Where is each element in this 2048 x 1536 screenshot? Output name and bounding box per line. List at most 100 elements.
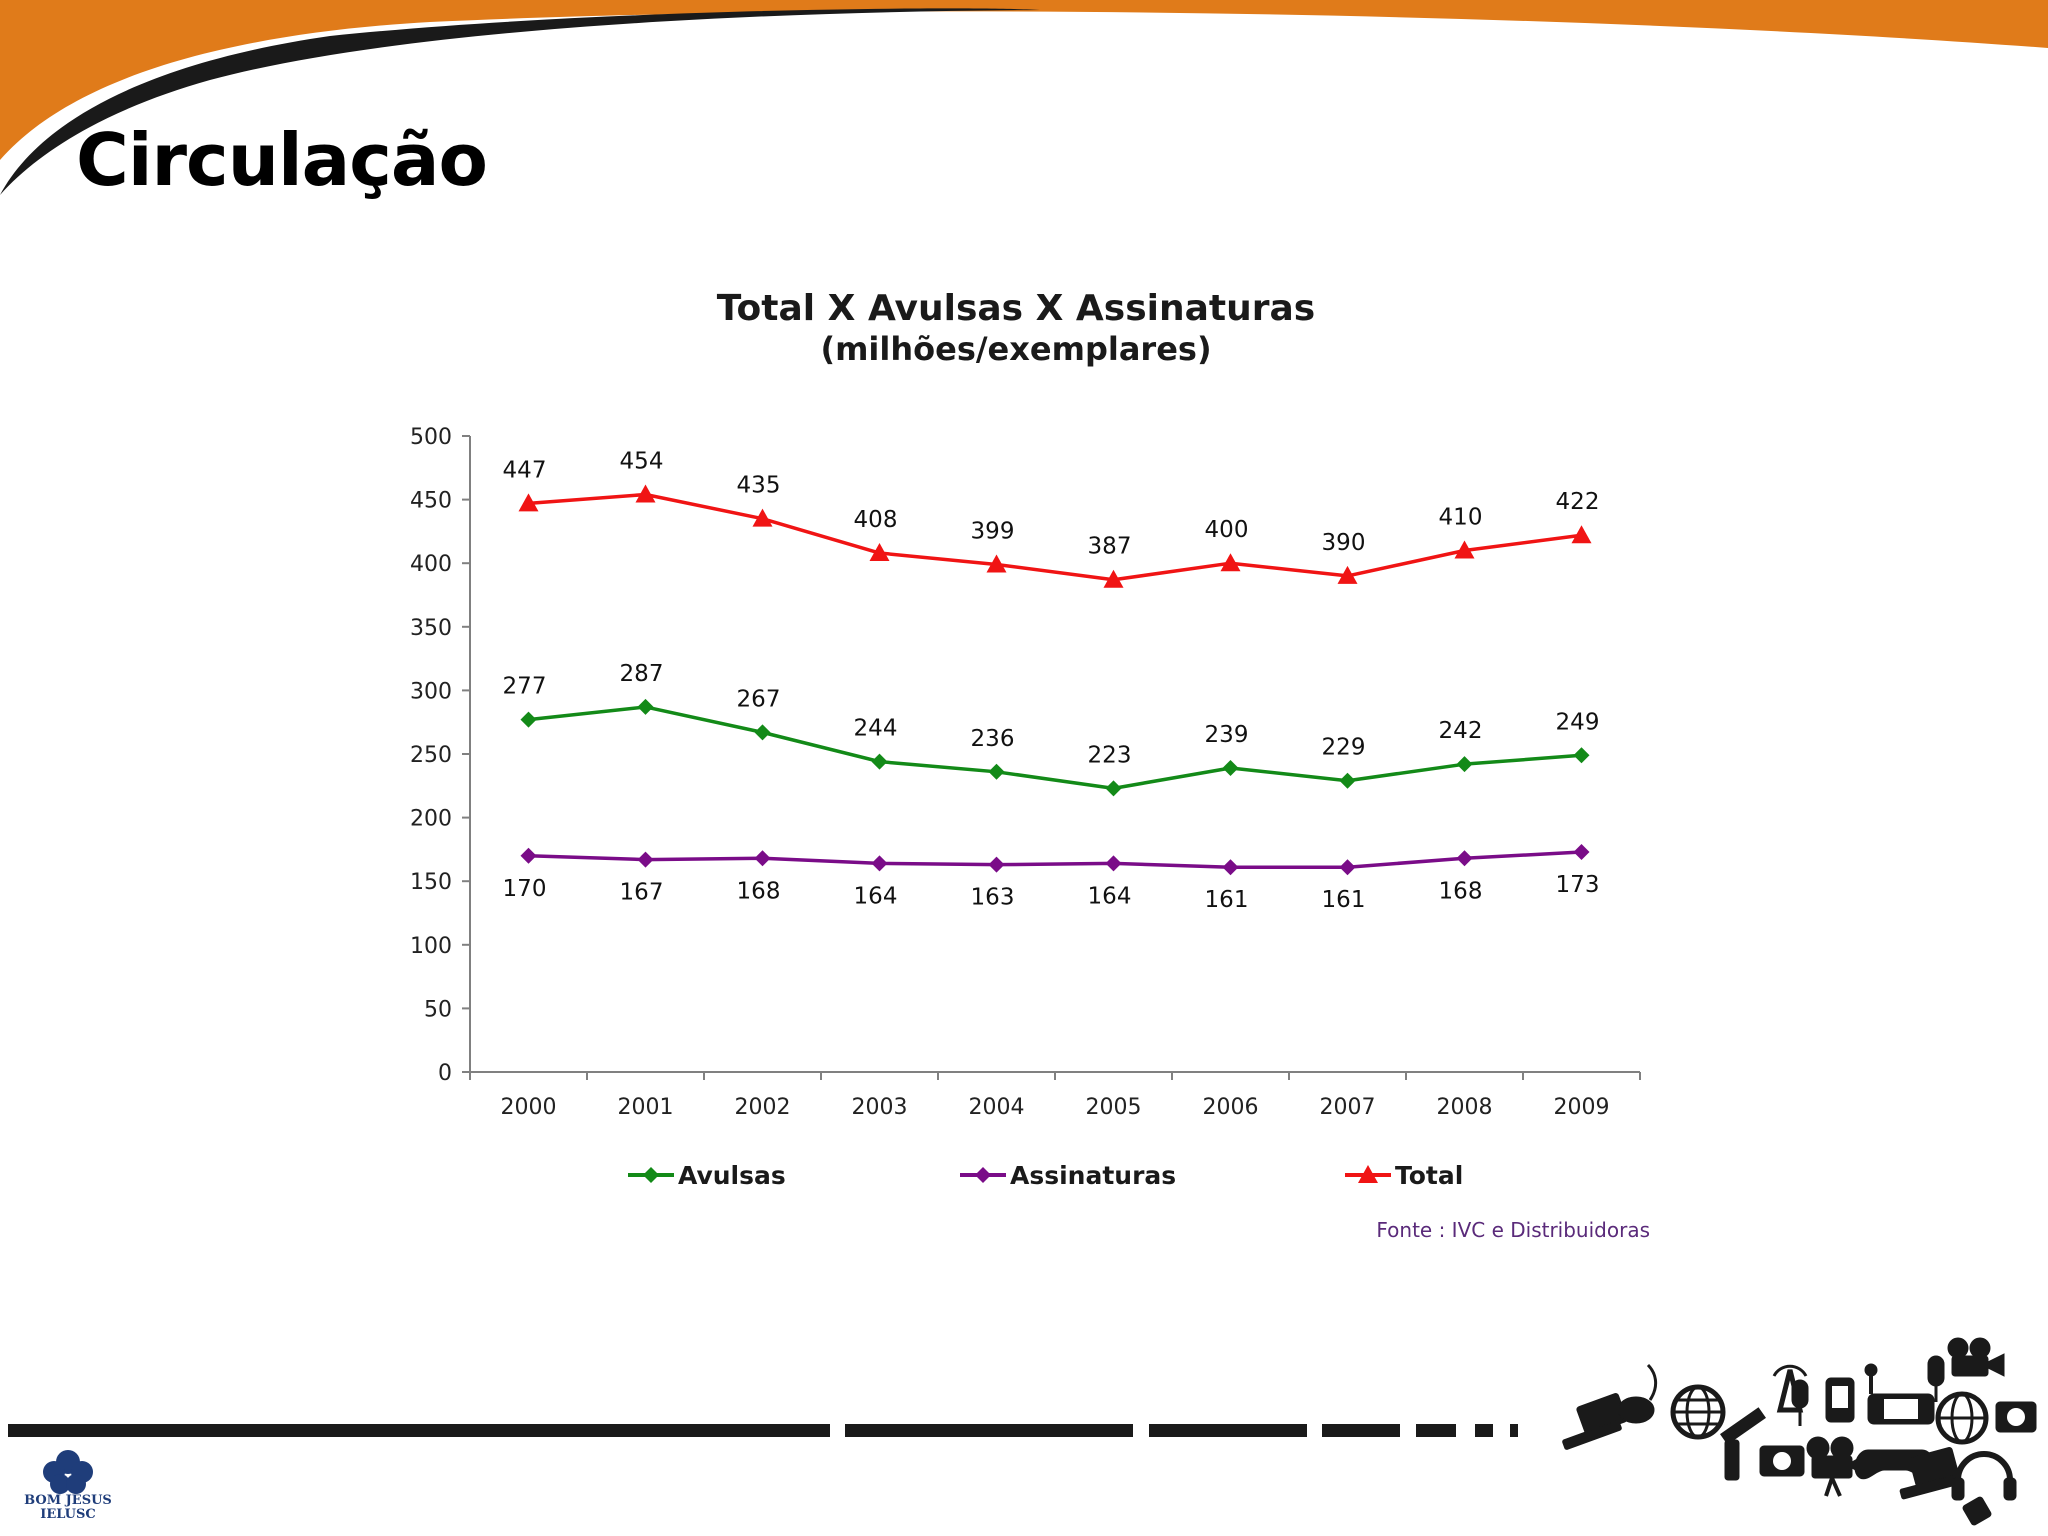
chart-axes: 0 50 100 150 200 250 300 350 400 450 500 2000 2001 20… xyxy=(410,425,1641,1120)
data-point-assinaturas xyxy=(988,856,1005,873)
game-console-icon xyxy=(1864,1363,1935,1425)
data-label-assinaturas: 167 xyxy=(620,880,664,906)
x-tick-label: 2008 xyxy=(1437,1095,1493,1120)
legend-item-total: Total xyxy=(1345,1161,1463,1190)
data-label-total: 408 xyxy=(854,507,898,533)
x-tick-label: 2005 xyxy=(1086,1095,1142,1120)
laptop-icon xyxy=(1562,1393,1628,1450)
data-point-avulsas xyxy=(1105,780,1122,797)
slide-title: Circulação xyxy=(76,118,488,202)
microphone-icon xyxy=(1927,1355,1945,1402)
movie-camera-icon xyxy=(1947,1337,2005,1377)
data-label-total: 447 xyxy=(503,457,547,483)
y-tick-label: 250 xyxy=(410,743,452,768)
camera-icon xyxy=(1759,1445,1805,1477)
data-point-assinaturas xyxy=(1339,859,1356,876)
data-point-assinaturas xyxy=(637,851,654,868)
data-point-total xyxy=(752,508,773,527)
data-point-total xyxy=(635,484,656,503)
header-swoosh-dark xyxy=(0,8,1040,195)
x-tick-label: 2009 xyxy=(1554,1095,1610,1120)
y-tick-label: 300 xyxy=(410,679,452,704)
data-label-assinaturas: 168 xyxy=(1439,878,1483,904)
series-avulsas: 277 287 267 244 236 223 239 229 242 249 xyxy=(503,661,1600,797)
data-label-total: 410 xyxy=(1439,504,1483,530)
y-tick-label: 150 xyxy=(410,870,452,895)
data-label-assinaturas: 161 xyxy=(1322,887,1366,913)
globe-icon xyxy=(1935,1391,1989,1445)
data-point-avulsas xyxy=(1573,747,1590,764)
logo-line1: BOM JESUS xyxy=(24,1493,112,1508)
y-tick-label: 500 xyxy=(410,425,452,450)
data-point-assinaturas xyxy=(520,847,537,864)
y-tick-label: 0 xyxy=(438,1061,452,1086)
chart-subtitle: (milhões/exemplares) xyxy=(820,330,1211,368)
series-total: 447 454 435 408 399 387 400 390 410 422 xyxy=(503,449,1599,588)
data-label-assinaturas: 163 xyxy=(971,885,1015,911)
data-label-total: 390 xyxy=(1322,530,1366,556)
data-label-assinaturas: 164 xyxy=(1088,883,1132,909)
chart-title: Total X Avulsas X Assinaturas xyxy=(717,288,1315,329)
legend-label-total: Total xyxy=(1395,1161,1463,1190)
data-point-total xyxy=(869,543,890,562)
data-point-assinaturas xyxy=(1573,843,1590,860)
data-label-assinaturas: 161 xyxy=(1205,887,1249,913)
data-label-avulsas: 242 xyxy=(1439,718,1483,744)
movie-camera-icon xyxy=(1806,1436,1867,1497)
data-point-avulsas xyxy=(754,724,771,741)
laptop-icon xyxy=(1899,1446,1959,1500)
data-point-avulsas xyxy=(637,698,654,715)
data-point-assinaturas xyxy=(1222,859,1239,876)
data-point-avulsas xyxy=(1456,756,1473,773)
data-point-total xyxy=(518,493,539,512)
x-tick-label: 2007 xyxy=(1320,1095,1376,1120)
y-tick-label: 350 xyxy=(410,616,452,641)
data-label-assinaturas: 164 xyxy=(854,883,898,909)
data-label-avulsas: 236 xyxy=(971,726,1015,752)
data-label-avulsas: 239 xyxy=(1205,722,1249,748)
data-point-total xyxy=(1103,569,1124,588)
globe-icon xyxy=(1670,1384,1726,1440)
data-label-avulsas: 277 xyxy=(503,674,547,700)
data-point-total xyxy=(1220,553,1241,572)
chart-source: Fonte : IVC e Distribuidoras xyxy=(1376,1218,1650,1242)
x-tick-label: 2001 xyxy=(618,1095,674,1120)
bom-jesus-logo: BOM JESUS IELUSC xyxy=(24,1450,112,1522)
y-tick-label: 100 xyxy=(410,934,452,959)
data-point-total xyxy=(1571,525,1592,544)
chart-legend: Avulsas Assinaturas Total xyxy=(628,1161,1463,1190)
x-tick-label: 2006 xyxy=(1203,1095,1259,1120)
data-label-assinaturas: 173 xyxy=(1556,872,1600,898)
satellite-icon xyxy=(1720,1407,1766,1481)
legend-swatch-marker xyxy=(1358,1165,1378,1183)
data-label-assinaturas: 168 xyxy=(737,878,781,904)
data-label-total: 399 xyxy=(971,518,1015,544)
data-label-total: 454 xyxy=(620,449,664,475)
mouse-icon xyxy=(1617,1363,1658,1424)
data-point-total xyxy=(1337,565,1358,584)
camera-icon xyxy=(1995,1401,2037,1433)
legend-swatch-marker xyxy=(643,1167,659,1183)
data-label-avulsas: 229 xyxy=(1322,735,1366,761)
legend-swatch-marker xyxy=(975,1167,991,1183)
data-point-total xyxy=(986,554,1007,573)
y-tick-label: 50 xyxy=(424,997,452,1022)
data-label-avulsas: 249 xyxy=(1556,709,1600,735)
legend-label-avulsas: Avulsas xyxy=(678,1161,786,1190)
y-tick-label: 450 xyxy=(410,489,452,514)
data-label-assinaturas: 170 xyxy=(503,876,547,902)
footer-dashed-bar xyxy=(8,1424,1518,1437)
x-tick-label: 2004 xyxy=(969,1095,1025,1120)
y-tick-label: 400 xyxy=(410,552,452,577)
headphones-icon xyxy=(1951,1451,2017,1501)
data-point-avulsas xyxy=(1222,759,1239,776)
data-point-avulsas xyxy=(988,763,1005,780)
data-label-total: 387 xyxy=(1088,534,1132,560)
data-label-avulsas: 267 xyxy=(737,686,781,712)
data-point-avulsas xyxy=(871,753,888,770)
data-label-avulsas: 244 xyxy=(854,716,898,742)
